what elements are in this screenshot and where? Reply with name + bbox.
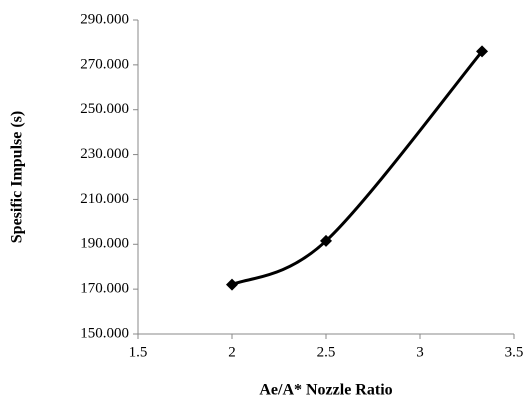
x-tick-label: 2.5 (317, 344, 336, 360)
y-tick-label: 170.000 (80, 281, 129, 297)
x-tick-label: 3 (416, 344, 424, 360)
marker (476, 45, 489, 58)
y-tick-label: 270.000 (80, 56, 129, 72)
marker (320, 234, 332, 247)
x-tick-label: 1.5 (129, 344, 148, 360)
marker (226, 278, 238, 291)
y-tick-label: 150.000 (80, 325, 129, 341)
data-line (231, 50, 484, 287)
x-tick-label: 2 (228, 344, 236, 360)
x-axis-title: Ae/A* Nozzle Ratio (259, 382, 392, 399)
y-tick-label: 190.000 (80, 236, 129, 252)
y-tick-label: 230.000 (80, 146, 129, 162)
y-tick-label: 290.000 (80, 11, 129, 27)
y-axis-title: Spesific Impulse (s) (9, 111, 26, 243)
x-tick-label: 3.5 (505, 344, 524, 360)
y-tick-label: 250.000 (80, 101, 129, 117)
y-tick-label: 210.000 (80, 191, 129, 207)
